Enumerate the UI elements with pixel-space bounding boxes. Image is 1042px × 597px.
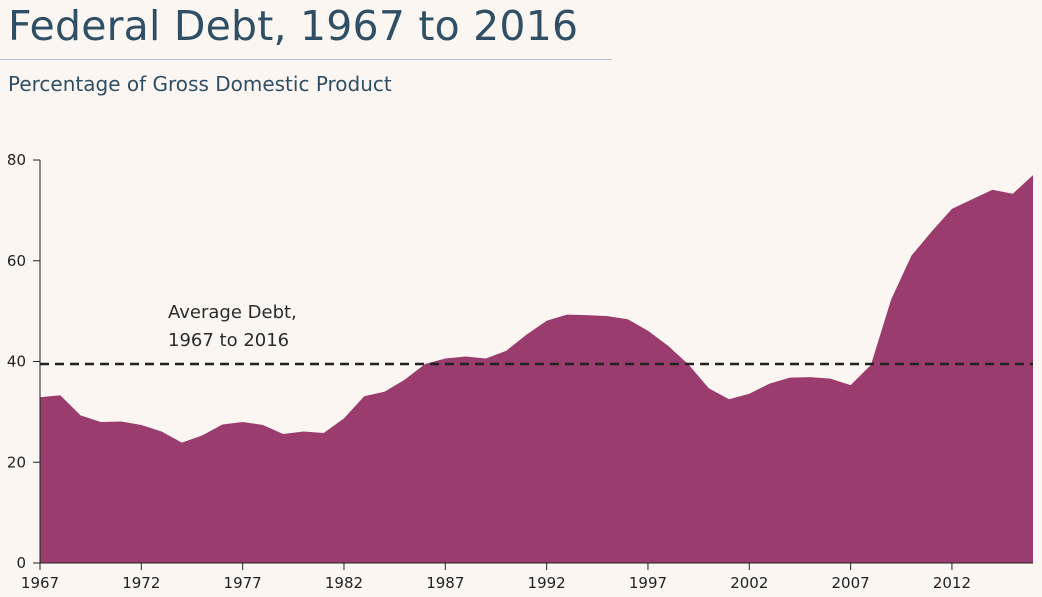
average-debt-label-line1: Average Debt, — [168, 302, 297, 323]
y-tick-label-40: 40 — [7, 353, 26, 371]
chart-title: Federal Debt, 1967 to 2016 — [8, 2, 579, 50]
y-tick-label-80: 80 — [7, 151, 26, 169]
y-tick-label-60: 60 — [7, 252, 26, 270]
x-tick-label-1967: 1967 — [21, 574, 59, 592]
area-series-0 — [40, 175, 1033, 564]
chart-subtitle: Percentage of Gross Domestic Product — [8, 72, 392, 96]
average-debt-label-line2: 1967 to 2016 — [168, 330, 289, 351]
reference-layer: Average Debt, 1967 to 2016 — [40, 302, 1033, 366]
y-tick-label-0: 0 — [16, 554, 26, 572]
y-tick-label-20: 20 — [7, 453, 26, 471]
x-tick-label-2007: 2007 — [832, 574, 870, 592]
x-tick-label-1992: 1992 — [528, 574, 566, 592]
x-tick-label-1987: 1987 — [426, 574, 464, 592]
x-tick-label-1997: 1997 — [629, 574, 667, 592]
x-tick-label-2012: 2012 — [933, 574, 971, 592]
axis-layer — [33, 159, 1033, 570]
area-layer — [40, 175, 1033, 564]
x-tick-label-2002: 2002 — [730, 574, 768, 592]
x-tick-label-1972: 1972 — [122, 574, 160, 592]
x-tick-label-1977: 1977 — [224, 574, 262, 592]
label-layer: 0 20 40 60 80 1967 1972 1977 1982 1987 1992 1997 200… — [7, 151, 971, 592]
x-tick-label-1982: 1982 — [325, 574, 363, 592]
title-divider — [0, 59, 612, 60]
